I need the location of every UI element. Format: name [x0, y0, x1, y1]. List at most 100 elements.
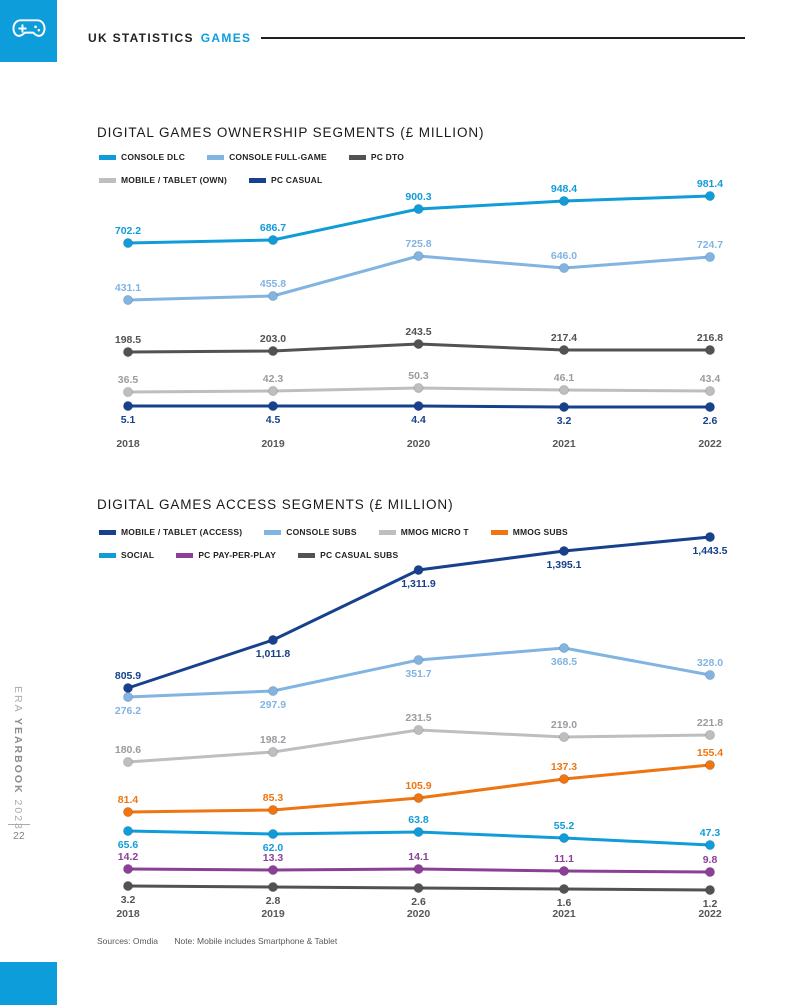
legend-swatch: [99, 552, 116, 558]
value-label: 217.4: [551, 332, 577, 344]
value-label: 50.3: [408, 370, 429, 382]
footer-sources: Sources: Omdia Note: Mobile includes Sma…: [97, 936, 351, 946]
value-label: 47.3: [700, 827, 721, 839]
data-point: [413, 382, 424, 394]
legend-swatch: [348, 154, 366, 160]
legend-item: PC CASUAL SUBS: [298, 550, 398, 560]
data-point: [704, 884, 716, 896]
value-label: 368.5: [551, 656, 577, 668]
game-controller-icon: [11, 16, 47, 46]
value-label: 43.4: [700, 373, 721, 385]
value-label: 42.3: [263, 373, 284, 385]
legend-label: MMOG MICRO T: [400, 527, 469, 537]
legend-item: CONSOLE DLC: [99, 152, 185, 162]
value-label: 1,011.8: [256, 648, 291, 660]
data-point: [558, 832, 570, 844]
data-point: [704, 669, 716, 681]
header-title-accent: GAMES: [200, 31, 252, 45]
data-point: [122, 691, 134, 703]
legend-label: CONSOLE FULL-GAME: [229, 152, 327, 162]
legend-swatch: [490, 529, 508, 535]
value-label: 1,443.5: [692, 545, 727, 557]
data-point: [122, 400, 134, 412]
data-point: [704, 729, 716, 741]
value-label: 646.0: [551, 250, 577, 262]
data-point: [267, 804, 279, 816]
value-label: 5.1: [121, 414, 136, 426]
chart-section-access: DIGITAL GAMES ACCESS SEGMENTS (£ MILLION…: [97, 497, 760, 937]
legend-swatch: [378, 529, 396, 535]
value-label: 55.2: [554, 820, 575, 832]
value-label: 351.7: [405, 668, 431, 680]
data-point: [267, 881, 279, 893]
spine-year: 2023: [12, 794, 24, 831]
data-point: [558, 262, 570, 274]
value-label: 1,311.9: [401, 578, 436, 590]
value-label: 85.3: [263, 792, 284, 804]
data-point: [558, 865, 570, 877]
chart-legend-1: MOBILE / TABLET (ACCESS) CONSOLE SUBS MMOG…: [99, 527, 568, 573]
value-label: 1,395.1: [546, 559, 581, 571]
sources-text: Sources: Omdia: [97, 936, 158, 946]
note-text: Note: Mobile includes Smartphone & Table…: [174, 936, 338, 946]
value-label: 137.3: [551, 761, 577, 773]
legend-row: CONSOLE DLC CONSOLE FULL-GAME PC DTO: [99, 152, 404, 162]
value-label: 948.4: [551, 183, 577, 195]
legend-item: SOCIAL: [99, 550, 154, 560]
value-label: 180.6: [115, 744, 141, 756]
value-label: 2.8: [266, 895, 281, 907]
data-point: [704, 251, 716, 263]
data-point: [704, 401, 716, 413]
data-point: [704, 190, 716, 202]
data-point: [122, 880, 134, 892]
value-label: 62.0: [263, 842, 284, 854]
legend-row: SOCIAL PC PAY-PER-PLAY PC CASUAL SUBS: [99, 550, 568, 560]
value-label: 431.1: [115, 282, 141, 294]
value-label: 805.9: [115, 670, 141, 682]
data-point: [267, 864, 279, 876]
header-rule: [261, 37, 745, 39]
spine-yearbook: YEARBOOK: [12, 717, 24, 795]
legend-label: PC CASUAL: [271, 175, 323, 185]
value-label: 3.2: [557, 415, 572, 427]
value-label: 221.8: [697, 717, 723, 729]
value-label: 455.8: [260, 278, 286, 290]
value-label: 243.5: [405, 326, 431, 338]
data-point: [267, 828, 279, 840]
value-label: 2.6: [411, 896, 426, 908]
x-axis-label: 2022: [698, 908, 722, 920]
value-label: 9.8: [703, 854, 718, 866]
value-label: 725.8: [405, 238, 431, 250]
value-label: 219.0: [551, 719, 577, 731]
value-label: 3.2: [121, 894, 136, 906]
legend-item: MMOG MICRO T: [378, 527, 469, 537]
value-label: 14.2: [118, 851, 139, 863]
value-label: 981.4: [697, 178, 723, 190]
legend-item: MMOG SUBS: [490, 527, 568, 537]
data-point: [558, 195, 570, 207]
value-label: 276.2: [115, 705, 141, 717]
legend-label: SOCIAL: [121, 550, 155, 560]
data-point: [704, 385, 716, 397]
value-label: 1.6: [557, 897, 572, 909]
data-point: [558, 773, 570, 785]
data-point: [413, 826, 424, 838]
legend-item: CONSOLE SUBS: [264, 527, 357, 537]
chart-title: DIGITAL GAMES OWNERSHIP SEGMENTS (£ MILL…: [97, 125, 485, 140]
value-label: 81.4: [118, 794, 139, 806]
header-title: UK STATISTICS: [88, 31, 194, 45]
data-point: [413, 250, 424, 262]
legend-swatch: [176, 552, 194, 558]
value-label: 198.2: [260, 734, 286, 746]
legend-item: PC CASUAL: [249, 175, 322, 185]
data-point: [413, 654, 424, 666]
legend-swatch: [207, 154, 225, 160]
data-point: [704, 531, 716, 543]
x-axis-label: 2019: [261, 908, 285, 920]
legend-swatch: [99, 154, 116, 160]
data-point: [122, 756, 134, 768]
series-line: [126, 254, 712, 302]
legend-row: MOBILE / TABLET (OWN) PC CASUAL: [99, 175, 404, 185]
value-label: 155.4: [697, 747, 723, 759]
value-label: 2.6: [703, 415, 718, 427]
